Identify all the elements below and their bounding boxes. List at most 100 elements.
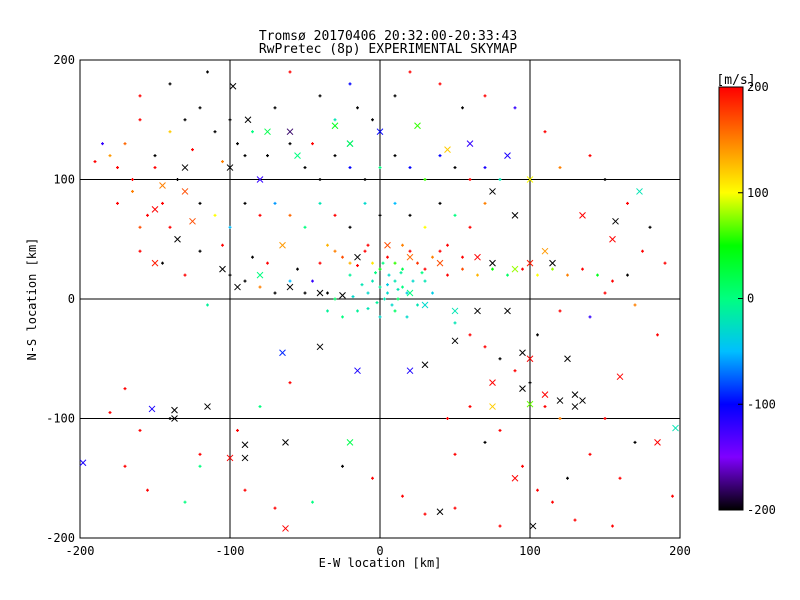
data-point-large — [451, 307, 459, 315]
x-tick-label: -200 — [66, 544, 95, 558]
data-point-large — [226, 164, 234, 171]
data-point-small — [393, 279, 397, 283]
data-point-small — [123, 464, 127, 468]
data-point-small — [461, 106, 464, 110]
data-point-small — [266, 261, 269, 265]
data-point-small — [333, 213, 337, 217]
data-point-small — [566, 273, 569, 277]
data-point-small — [498, 524, 502, 528]
data-point-small — [288, 70, 292, 74]
data-point-small — [356, 106, 359, 110]
data-point-small — [468, 405, 472, 409]
data-point-small — [648, 225, 652, 229]
data-point-small — [446, 273, 449, 277]
data-point-small — [468, 178, 472, 181]
data-point-small — [371, 476, 374, 480]
data-point-small — [378, 166, 382, 170]
data-point-large — [489, 403, 496, 410]
y-tick-label: -200 — [46, 531, 75, 545]
data-point-small — [348, 225, 352, 229]
y-tick-label: 200 — [53, 53, 75, 67]
data-point-small — [198, 106, 202, 110]
data-point-large — [346, 439, 354, 446]
data-point-small — [183, 118, 187, 122]
data-point-small — [588, 315, 592, 319]
y-axis-label: N-S location [km] — [25, 238, 39, 361]
data-point-large — [256, 271, 264, 279]
data-point-small — [431, 255, 434, 259]
data-point-large — [79, 459, 87, 467]
data-point-small — [408, 249, 412, 253]
data-point-large — [316, 289, 324, 297]
data-point-small — [258, 213, 262, 217]
data-point-small — [483, 345, 487, 349]
data-point-small — [381, 261, 385, 265]
data-point-large — [612, 217, 619, 225]
data-point-small — [405, 315, 409, 319]
data-point-large — [564, 355, 571, 363]
data-point-large — [219, 265, 226, 273]
data-point-small — [168, 417, 172, 420]
data-point-small — [138, 249, 142, 253]
data-point-small — [386, 283, 389, 287]
data-point-small — [341, 464, 344, 468]
y-tick-label: -100 — [46, 412, 75, 426]
data-point-small — [558, 166, 562, 170]
data-point-small — [146, 488, 149, 492]
data-point-large — [384, 241, 391, 249]
data-point-small — [273, 506, 277, 510]
data-point-small — [251, 130, 254, 134]
data-point-small — [288, 213, 292, 217]
data-point-large — [282, 439, 289, 446]
data-point-large — [151, 259, 159, 267]
data-point-small — [566, 476, 569, 480]
data-point-large — [406, 367, 414, 375]
data-point-small — [671, 494, 674, 498]
data-point-small — [213, 213, 217, 217]
data-point-small — [453, 452, 457, 456]
data-point-small — [206, 70, 209, 74]
data-point-small — [266, 154, 269, 158]
data-point-small — [213, 130, 217, 134]
data-point-small — [318, 178, 322, 181]
data-point-small — [633, 440, 637, 444]
x-tick-label: 0 — [376, 544, 383, 558]
data-point-large — [466, 140, 474, 148]
data-point-small — [311, 142, 314, 146]
data-point-large — [571, 403, 579, 410]
data-point-small — [408, 166, 412, 170]
data-point-large — [526, 355, 534, 363]
data-point-large — [286, 128, 294, 136]
data-point-small — [401, 285, 404, 289]
data-point-small — [416, 303, 419, 307]
data-point-small — [243, 201, 247, 205]
data-point-large — [244, 116, 252, 124]
colorbar-label: [m/s] — [716, 73, 755, 88]
data-point-small — [131, 178, 134, 181]
data-point-small — [348, 82, 352, 86]
data-point-small — [588, 452, 592, 456]
data-point-small — [363, 201, 367, 205]
data-point-small — [498, 357, 502, 361]
data-point-small — [536, 273, 539, 277]
data-point-large — [279, 241, 286, 249]
chart-title-line1: Tromsø 20170406 20:32:00-20:33:43 — [259, 29, 517, 44]
data-point-small — [408, 213, 412, 217]
data-point-large — [316, 343, 324, 351]
x-tick-label: 100 — [519, 544, 541, 558]
data-point-small — [438, 249, 442, 253]
data-point-small — [423, 178, 427, 181]
data-point-small — [543, 405, 547, 409]
data-point-small — [251, 255, 254, 259]
data-point-large — [148, 405, 156, 413]
data-point-small — [198, 201, 202, 205]
chart-title-line2: RwPretec (8p) EXPERIMENTAL SKYMAP — [259, 42, 517, 57]
data-point-large — [421, 361, 429, 369]
data-point-small — [363, 249, 367, 253]
data-point-small — [326, 291, 329, 295]
data-point-small — [258, 285, 262, 289]
data-point-small — [168, 130, 172, 134]
data-point-large — [616, 373, 624, 381]
data-point-large — [526, 259, 534, 267]
data-point-small — [663, 261, 667, 265]
